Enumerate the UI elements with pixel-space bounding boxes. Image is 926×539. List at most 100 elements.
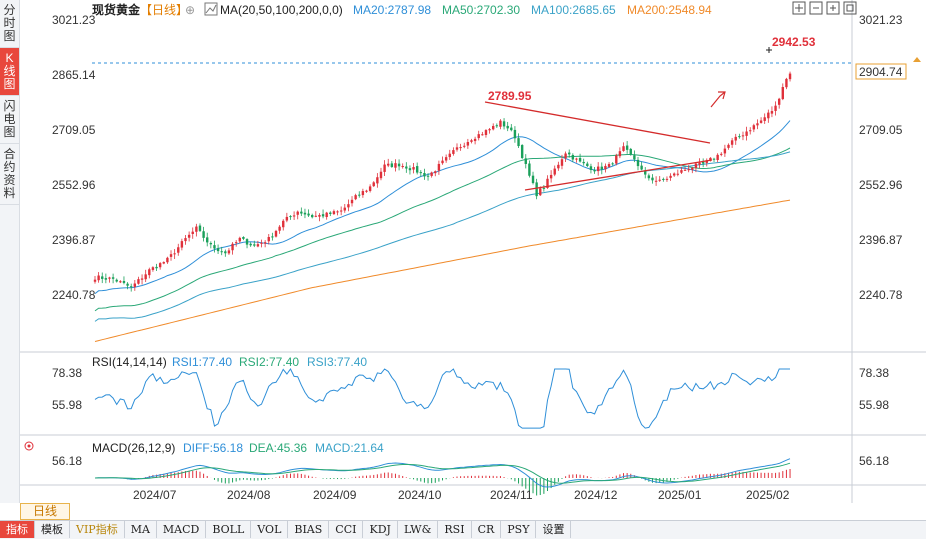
candle [187,231,191,242]
rsi2-value: RSI2:77.40 [239,355,299,369]
macd-dea-value: DEA:45.36 [249,441,307,455]
candle [625,141,629,154]
candle [347,199,350,212]
candle [307,209,310,217]
move-icon[interactable] [792,1,806,15]
candle [415,162,419,175]
candle [741,131,745,141]
tab-cr[interactable]: CR [472,521,502,538]
tab-macd[interactable]: MACD [157,521,207,538]
candle [242,236,245,241]
zoom-in-icon[interactable] [826,1,840,15]
candle [256,240,260,248]
candle [274,229,278,238]
macd-label: MACD(26,12,9) [92,441,175,455]
candle [180,238,184,251]
candle [394,159,397,172]
candle [101,272,104,284]
candle [600,162,603,175]
candle [278,225,281,234]
candle [720,152,723,157]
candle [148,267,151,279]
tab-templates[interactable]: 模板 [35,521,70,538]
candle [249,242,252,247]
candle [513,126,517,143]
ma20-value: MA20:2787.98 [353,3,431,17]
ma200-line [94,199,791,342]
candle [343,204,346,213]
tab-kdj[interactable]: KDJ [363,521,398,538]
candle [213,240,216,253]
candle [578,153,582,163]
tab-vip-indicators[interactable]: VIP指标 [70,521,125,538]
tab-timeline[interactable]: 分时图 [0,0,19,48]
candle [774,101,777,116]
candle [325,211,328,220]
candle [506,121,509,132]
price-alert-icon[interactable] [913,57,921,62]
candle [263,240,267,248]
candle [104,273,108,284]
candle [206,232,209,247]
candle [336,210,339,216]
lower-trendline [524,159,713,191]
tab-cci[interactable]: CCI [329,521,364,538]
candle [694,162,698,173]
candle [477,130,480,141]
candle [184,235,187,245]
tab-vol[interactable]: VOL [251,521,289,538]
candle [423,168,426,180]
tab-boll[interactable]: BOLL [206,521,252,538]
indicator-chart-icon[interactable] [204,2,218,16]
candle [332,209,336,215]
zoom-out-icon[interactable] [809,1,823,15]
breakout-arrowhead [718,91,726,100]
candle [354,193,357,201]
x-tick: 2024/07 [133,488,177,502]
settings-icon[interactable]: ⊕ [185,3,195,17]
ma-params: MA(20,50,100,200,0,0) [220,3,343,17]
candle [93,275,97,284]
candle [434,170,437,177]
tab-candlestick[interactable]: K线图 [0,48,19,96]
instrument-title: 现货黄金 [92,2,141,17]
candle [785,77,788,90]
fullscreen-icon[interactable] [843,1,857,15]
candle [361,188,365,198]
price-tick-left: 2240.78 [52,288,96,302]
tab-flash-chart[interactable]: 闪电图 [0,96,19,144]
candle [195,223,198,237]
candle [231,242,234,255]
candle [683,167,687,171]
tab-lw[interactable]: LW& [398,521,439,538]
tab-ma[interactable]: MA [125,521,157,538]
candle [408,165,412,175]
candle [216,244,220,255]
candle [604,163,607,173]
candle [651,174,654,184]
tab-rsi[interactable]: RSI [438,521,472,538]
candle [636,157,640,171]
tab-psy[interactable]: PSY [501,521,537,538]
x-tick: 2025/01 [658,488,702,502]
candle [662,177,665,182]
tab-contract-info[interactable]: 合约资料 [0,144,19,205]
tab-indicators[interactable]: 指标 [0,521,35,538]
candle [676,169,680,177]
candle [586,161,589,167]
tab-bias[interactable]: BIAS [288,521,330,538]
candle [680,167,683,174]
candle [723,144,727,157]
candle [459,143,462,151]
candle [111,273,115,284]
macd-settings-icon[interactable] [24,441,34,451]
candle [339,206,343,216]
candle [553,165,556,177]
tab-settings[interactable]: 设置 [536,521,572,538]
candle [169,250,173,261]
candle [379,167,383,181]
candle [510,124,513,132]
price-tick-right: 2709.05 [859,123,903,137]
period-selector[interactable]: 日线 [20,503,70,520]
candle [133,280,137,291]
